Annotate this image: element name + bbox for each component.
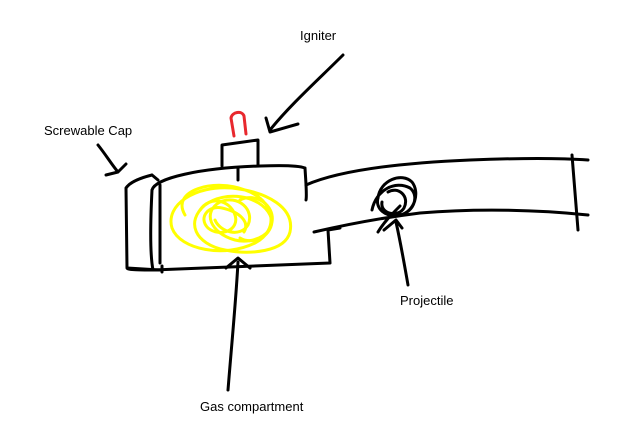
chamber-body (124, 138, 342, 274)
chamber-outline (149, 164, 342, 272)
igniter-arrow (264, 53, 345, 134)
gas-fill (169, 183, 293, 254)
leader-lines (96, 53, 410, 392)
barrel-top (304, 157, 590, 187)
igniter-mount (220, 138, 260, 182)
gas-scribble-inner (198, 196, 274, 243)
screwable-cap-arrow (96, 143, 128, 177)
screwable-cap-label: Screwable Cap (44, 123, 133, 138)
barrel (304, 153, 590, 234)
igniter-tip (229, 110, 248, 138)
gas-compartment-label: Gas compartment (200, 399, 304, 414)
projectile-ball (370, 176, 418, 234)
igniter-label: Igniter (300, 28, 337, 43)
projectile-shape (370, 176, 418, 234)
projectile-label: Projectile (400, 293, 454, 308)
gas-compartment-arrow (224, 256, 252, 392)
barrel-bottom (312, 208, 590, 234)
barrel-end (570, 153, 580, 232)
projectile-arrow (382, 218, 410, 287)
screwable-cap (124, 173, 164, 274)
